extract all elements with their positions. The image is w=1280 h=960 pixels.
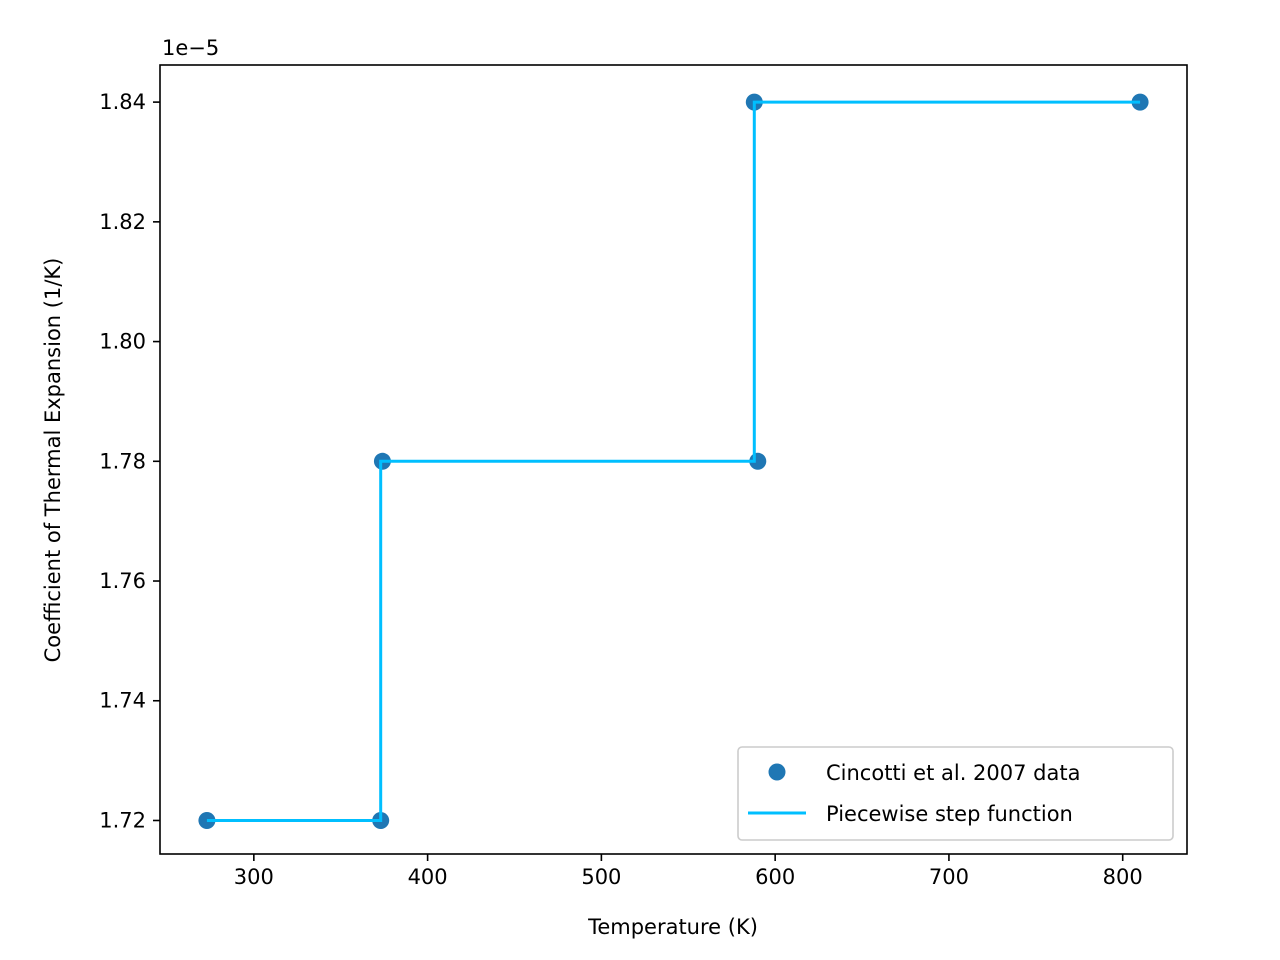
legend-label-data: Cincotti et al. 2007 data: [826, 761, 1080, 785]
step-function-line: [206, 100, 1141, 822]
legend-label-step: Piecewise step function: [826, 802, 1073, 826]
y-tick-label: 1.82: [99, 210, 146, 234]
y-tick-label: 1.84: [99, 90, 146, 114]
x-axis-label: Temperature (K): [587, 915, 758, 939]
y-tick-label: 1.72: [99, 808, 146, 832]
y-axis-label: Coefficient of Thermal Expansion (1/K): [41, 258, 65, 663]
plot-area: [160, 65, 1187, 854]
y-tick-label: 1.78: [99, 449, 146, 473]
legend-marker-data: [768, 763, 786, 781]
y-offset-text: 1e−5: [162, 36, 219, 60]
x-tick-label: 600: [755, 865, 795, 889]
y-axis-ticks: 1.72 1.74 1.76 1.78 1.80 1.82 1.84: [99, 90, 160, 832]
legend-box: [737, 746, 1174, 841]
x-tick-label: 800: [1103, 865, 1143, 889]
x-tick-label: 300: [234, 865, 274, 889]
x-tick-label: 700: [929, 865, 969, 889]
x-tick-label: 500: [581, 865, 621, 889]
x-tick-label: 400: [408, 865, 448, 889]
y-tick-label: 1.80: [99, 330, 146, 354]
y-tick-label: 1.74: [99, 689, 146, 713]
y-tick-label: 1.76: [99, 569, 146, 593]
data-point: [1131, 93, 1149, 111]
legend: Cincotti et al. 2007 data Piecewise step…: [737, 746, 1174, 841]
x-axis-ticks: 300 400 500 600 700 800: [234, 854, 1143, 889]
data-point: [198, 811, 216, 829]
series-layer: [198, 93, 1149, 829]
plot-frame: [159, 64, 1188, 855]
